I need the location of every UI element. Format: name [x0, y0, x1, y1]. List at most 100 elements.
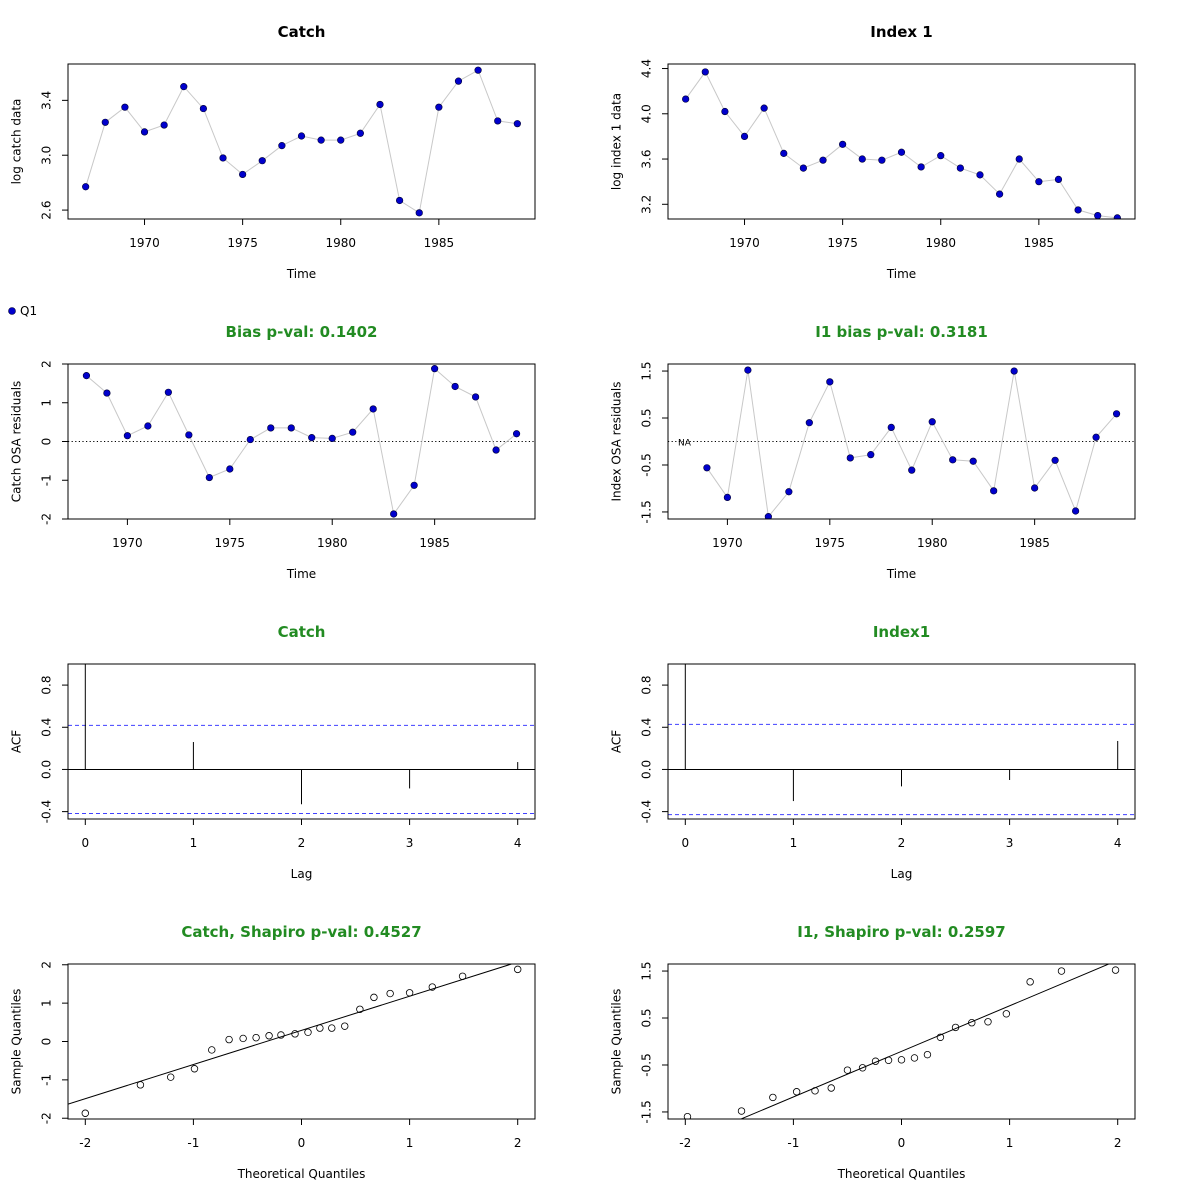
- plot-frame: [67, 963, 536, 1120]
- data-point: [205, 473, 213, 482]
- x-axis-title: Time: [886, 567, 916, 581]
- data-point: [308, 434, 316, 442]
- data-point: [410, 481, 418, 489]
- data-point: [328, 434, 336, 443]
- x-tick-label: -2: [679, 1136, 691, 1150]
- data-point: [1074, 206, 1082, 214]
- y-axis-title: log catch data: [10, 99, 24, 185]
- y-tick-label: 0.0: [640, 760, 654, 779]
- data-point: [1112, 410, 1121, 418]
- plot-area: [668, 664, 1135, 816]
- data-point: [908, 466, 916, 474]
- x-tick-label: 1975: [815, 536, 846, 550]
- plot-area: [68, 664, 535, 815]
- qq-point: [871, 1057, 880, 1065]
- y-tick-label: -1: [40, 1074, 54, 1086]
- data-point: [701, 68, 709, 76]
- data-point: [878, 156, 886, 164]
- y-tick-label: 3.4: [40, 91, 54, 110]
- y-axis-title: Sample Quantiles: [610, 989, 624, 1095]
- plot-area: [68, 964, 522, 1117]
- data-point: [513, 120, 521, 128]
- data-point: [180, 83, 188, 91]
- x-tick-label: 1985: [1024, 236, 1055, 250]
- qq-point: [328, 1024, 336, 1032]
- data-point: [1094, 212, 1102, 219]
- x-tick-label: 4: [514, 836, 522, 850]
- x-tick-label: 1: [190, 836, 198, 850]
- qq-point: [951, 1023, 960, 1032]
- x-tick-label: 0: [898, 1136, 906, 1150]
- data-point: [897, 148, 906, 156]
- na-label: NA: [678, 439, 692, 449]
- qq-point: [81, 1109, 89, 1117]
- y-tick-label: 3.6: [640, 149, 654, 168]
- chart-catch-resid: Bias p-val: 0.1402 1970 1975 1980 1985 -2 -1 0 1…: [10, 323, 536, 581]
- data-point: [185, 431, 193, 439]
- data-point: [1054, 175, 1063, 184]
- data-point: [969, 457, 977, 465]
- qq-point: [858, 1064, 867, 1072]
- data-point: [160, 121, 168, 129]
- data-point: [703, 464, 711, 472]
- data-point: [390, 510, 398, 518]
- qq-point: [1002, 1010, 1011, 1018]
- y-tick-label: 0.4: [40, 718, 54, 737]
- qq-point: [897, 1056, 906, 1064]
- chart-title: Catch, Shapiro p-val: 0.4527: [181, 923, 421, 941]
- chart-catch-acf: Catch 0 1 2 3 4 -0.4 0.0 0.4 0.8 Lag ACF: [10, 623, 536, 881]
- qq-point: [1111, 966, 1120, 974]
- qq-point: [405, 989, 414, 997]
- x-tick-label: 1: [406, 1136, 414, 1150]
- data-point: [239, 170, 247, 179]
- data-point: [297, 132, 306, 140]
- y-tick-label: 0.8: [640, 676, 654, 695]
- chart-index1-series: Index 1 1970 1975 1980 1985 3.2 3.6 4.0 4.4 Time l…: [610, 23, 1136, 281]
- data-point: [740, 132, 749, 141]
- data-point: [949, 456, 957, 464]
- chart-title: Bias p-val: 0.1402: [226, 323, 378, 341]
- x-tick-label: 1970: [712, 536, 743, 550]
- y-tick-label: 4.0: [640, 104, 654, 123]
- y-tick-label: 0.8: [40, 676, 54, 695]
- qq-point: [1057, 967, 1066, 975]
- qq-point: [252, 1033, 260, 1042]
- data-point: [396, 196, 404, 205]
- data-point: [928, 418, 936, 426]
- series-line: [685, 70, 1118, 219]
- qq-point: [683, 1112, 692, 1119]
- x-tick-label: 1970: [112, 536, 143, 550]
- qq-point: [304, 1028, 312, 1036]
- qq-point: [225, 1035, 233, 1044]
- data-point: [415, 209, 423, 217]
- plot-frame: [667, 663, 1136, 820]
- data-point: [1072, 507, 1080, 515]
- x-tick-label: -1: [187, 1136, 199, 1150]
- legend-label: Q1: [20, 304, 37, 318]
- data-point: [376, 100, 384, 109]
- y-tick-label: -0.5: [640, 1053, 654, 1076]
- chart-title: I1 bias p-val: 0.3181: [815, 323, 988, 341]
- x-tick-label: 1985: [1019, 536, 1050, 550]
- data-point: [785, 488, 793, 496]
- data-point: [101, 118, 109, 126]
- x-tick-label: 1975: [215, 536, 246, 550]
- chart-index-resid: I1 bias p-val: 0.3181 NA 1970 1975 1980 1985 -…: [610, 323, 1136, 581]
- data-point: [219, 154, 227, 162]
- qq-point: [428, 983, 437, 991]
- data-point: [451, 382, 459, 391]
- qq-point: [341, 1022, 349, 1030]
- qq-point: [514, 965, 522, 974]
- qq-point: [166, 1073, 175, 1081]
- x-tick-label: 2: [898, 836, 906, 850]
- chart-title: Index1: [873, 623, 930, 641]
- data-point: [1113, 214, 1121, 219]
- y-tick-label: -2: [40, 513, 54, 525]
- data-point: [723, 493, 731, 501]
- data-point: [474, 66, 482, 74]
- chart-catch-qq: Catch, Shapiro p-val: 0.4527 -2 -1 0 1 2 -2 -1 0…: [10, 923, 536, 1181]
- qq-point: [316, 1024, 324, 1032]
- y-tick-label: -1.5: [640, 1100, 654, 1123]
- data-point: [976, 171, 984, 179]
- x-axis-title: Time: [886, 267, 916, 281]
